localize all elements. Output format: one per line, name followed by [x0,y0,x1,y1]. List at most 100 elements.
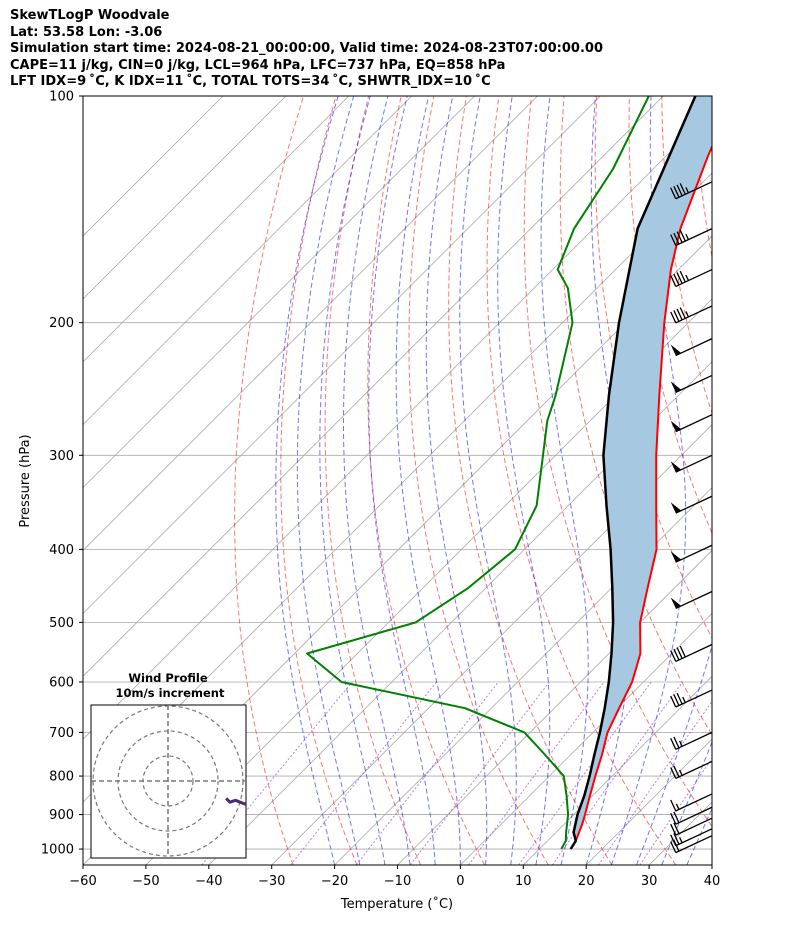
wind-barb-feather [676,308,683,321]
moist-adiabat [425,96,488,865]
y-tick-label: 200 [49,316,74,331]
wind-barb-feather [676,231,683,243]
wind-barb [670,793,713,812]
y-axis-label: Pressure (hPa) [18,434,33,527]
lat-lon: Lat: 53.58 Lon: -3.06 [10,24,163,40]
wind-barb-flag [670,551,682,563]
wind-barb-staff [675,835,713,854]
dry-adiabat [486,96,677,865]
wind-barb-flag [670,420,682,432]
wind-barb-staff [675,689,713,708]
isotherm-line [83,96,412,426]
wind-barb [670,495,713,514]
dry-adiabat [727,96,794,865]
mixing-ratio-line [597,700,712,865]
mixing-ratio-line [290,681,437,865]
y-tick-label: 500 [49,616,74,631]
wind-barb-feather [679,270,686,283]
isotherm-line [460,612,712,865]
dewpoint-line [306,96,650,850]
x-tick-label: 0 [456,874,464,889]
wind-barb-staff [675,760,713,779]
hodograph-subtitle: 10m/s increment [116,686,225,700]
wind-barb-staff [675,268,713,288]
wind-barb-feather [673,765,680,778]
hodograph-inset: Wind Profile 10m/s increment [90,671,247,859]
wind-barb-feather [673,736,680,749]
wind-barb-half-feather [685,274,690,281]
dry-adiabat [234,96,304,865]
moist-adiabat [296,96,361,865]
dry-adiabat [559,96,712,736]
wind-barb-feather [670,695,677,708]
hodograph-trace [225,797,246,806]
wind-barb [670,835,713,854]
x-tick-label: 20 [578,874,595,889]
wind-barb [670,414,713,433]
isotherm-line [83,96,224,237]
wind-barb [670,544,713,563]
y-tick-label: 300 [49,449,74,464]
wind-barb-feather [673,822,680,834]
x-tick-label: 30 [641,874,658,889]
wind-barb [670,760,713,779]
dry-adiabat [661,96,712,415]
moist-adiabat [737,96,794,865]
wind-barb-feather [670,767,677,779]
wind-barb-staff [675,731,713,750]
mixing-ratio-line [468,681,605,865]
moist-adiabat [395,96,461,865]
y-tick-label: 1000 [41,843,74,858]
wind-barb-staff [675,544,713,563]
isotherm-line [83,96,287,300]
wind-barb-staff [675,828,713,847]
wind-barb [670,689,713,708]
wind-barb [670,305,713,324]
y-tick-label: 800 [49,770,74,785]
wind-barb-feather [679,645,686,658]
isotherm-line [83,96,538,552]
wind-barb-flag [670,461,682,473]
wind-barb-feather [679,183,686,195]
isotherm-line [83,96,350,363]
wind-barb-half-feather [678,740,683,747]
dry-adiabat [324,96,422,865]
isotherm-line [523,675,712,865]
wind-barb-feather [676,647,683,659]
x-tick-label: 10 [515,874,532,889]
wind-barb-feather [670,650,677,662]
wind-barb-feather [673,273,680,286]
moist-adiabat [661,740,712,865]
wind-barb-feather [670,187,677,199]
hodograph-title: Wind Profile [128,671,208,685]
wind-barb-staff [675,495,713,514]
wind-barb [670,806,713,825]
isotherm-line [83,96,601,614]
wind-barb-feather [673,839,680,852]
x-tick-label: −30 [258,874,285,889]
wind-barb-flag [670,344,682,356]
wind-barb-feather [670,311,677,324]
simulation-time: Simulation start time: 2024-08-21_00:00:… [10,41,603,56]
wind-barb-feather [673,310,680,322]
moist-adiabat [319,96,386,865]
wind-barb-feather [673,648,680,661]
x-tick-label: −60 [69,874,96,889]
wind-barb-flag [670,381,682,393]
wind-barb-feather [676,184,683,197]
y-tick-label: 100 [49,90,74,105]
wind-barb-feather [673,232,680,245]
station-title: SkewTLogP Woodvale [10,8,170,23]
mixing-ratio-line [518,681,652,865]
x-tick-label: −50 [132,874,159,889]
wind-barb [670,817,713,836]
parcel-line [569,96,697,850]
wind-barb [670,268,713,288]
wind-barb-feather [673,811,680,823]
isotherm-line [397,549,712,865]
wind-barb-feather [670,823,677,836]
wind-barb [670,374,713,393]
isotherm-line [208,361,712,865]
wind-barb-feather [673,694,680,706]
